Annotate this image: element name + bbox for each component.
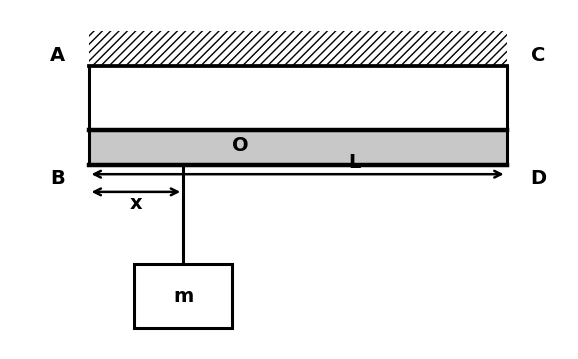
Text: m: m — [173, 286, 193, 306]
Text: A: A — [50, 46, 65, 65]
Text: L: L — [349, 153, 361, 172]
Bar — [88, 31, 506, 66]
Text: D: D — [530, 169, 546, 188]
Bar — [135, 264, 232, 328]
Text: O: O — [232, 136, 249, 155]
Text: B: B — [50, 169, 65, 188]
Text: x: x — [129, 194, 142, 213]
Bar — [88, 130, 506, 165]
Text: C: C — [531, 46, 545, 65]
